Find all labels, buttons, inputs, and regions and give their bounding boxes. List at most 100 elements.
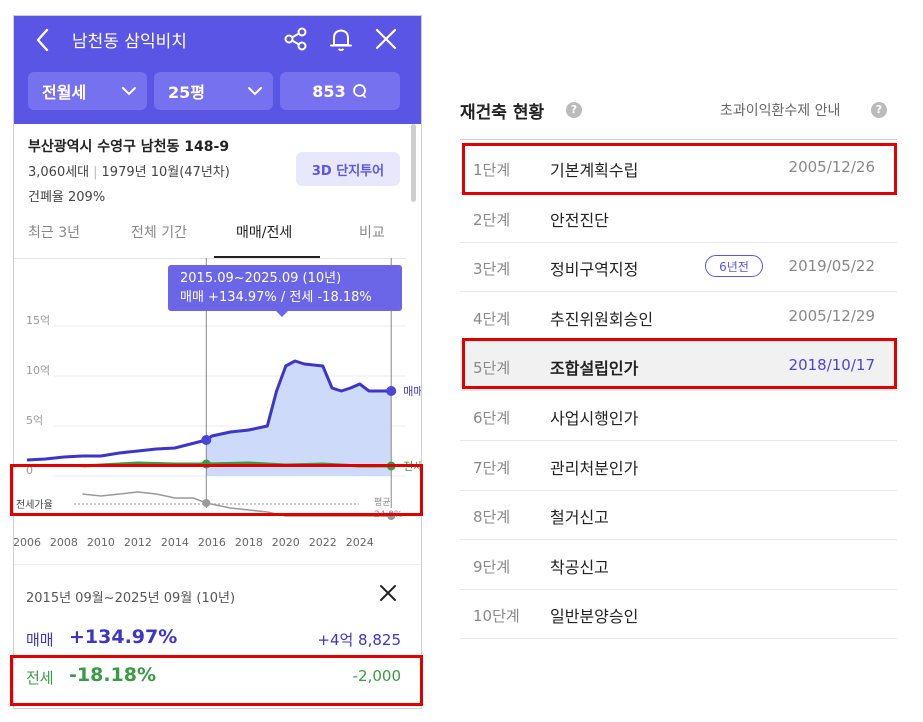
count-value: 853 <box>312 81 346 101</box>
x-tick-label: 2022 <box>309 536 337 549</box>
stage-number: 1단계 <box>473 161 511 179</box>
rebuild-title: 재건축 현황 <box>460 103 545 123</box>
stage-number: 4단계 <box>473 309 511 328</box>
stage-name: 안전진단 <box>550 210 609 230</box>
tooltip-summary: 매매 +134.97% / 전세 -18.18% <box>180 290 372 305</box>
size-value: 25평 <box>168 83 205 102</box>
tab-all-period[interactable]: 전체 기간 <box>131 225 187 241</box>
stage-name: 추진위원회승인 <box>550 309 654 329</box>
sale-line <box>26 359 392 462</box>
stage-name: 착공신고 <box>550 557 609 577</box>
stage-name: 기본계획수립 <box>550 161 639 180</box>
x-tick-label: 2016 <box>198 536 226 549</box>
ratio-label: 전세가율 <box>16 499 53 511</box>
close-icon[interactable] <box>372 25 400 53</box>
stage-number: 3단계 <box>473 260 511 279</box>
scrollbar[interactable] <box>411 124 416 202</box>
stage-row: 2단계 안전진단 <box>460 194 897 243</box>
highlight-box-ratio <box>10 464 423 516</box>
stage-number: 6단계 <box>473 409 511 427</box>
highlight-box-stage-1 <box>462 143 897 195</box>
question-circle-icon[interactable]: ? <box>871 102 887 118</box>
x-tick-label: 2008 <box>50 536 78 549</box>
divider <box>460 139 897 140</box>
complex-meta: 3,060세대 | 1979년 10월(47년차) <box>28 161 230 180</box>
x-tick-label: 2024 <box>346 536 374 549</box>
stage-row: 10단계 일반분양승인 <box>460 590 897 640</box>
x-tick-label: 2020 <box>272 536 300 549</box>
y-tick-label: 15억 <box>26 314 50 327</box>
stage-date: 2005/12/26 <box>788 158 875 176</box>
stage-name: 일반분양승인 <box>550 607 639 627</box>
page-title: 남천동 삼익비치 <box>72 32 187 52</box>
chart-tooltip: 2015.09~2025.09 (10년) 매매 +134.97% / 전세 -… <box>168 265 402 317</box>
sale-start-point <box>201 435 212 445</box>
summary-panel: 2015년 09월~2025년 09월 (10년) 매매 +134.97% +4… <box>14 564 421 708</box>
search-icon <box>352 84 366 98</box>
tab-sale-jeonse[interactable]: 매매/전세 <box>236 225 293 241</box>
summary-period: 2015년 09월~2025년 09월 (10년) <box>26 591 236 606</box>
stage-row: 8단계 철거신고 <box>460 491 897 541</box>
households: 3,060세대 <box>28 165 90 180</box>
stage-name: 철거신고 <box>550 508 609 528</box>
sale-end-point <box>386 386 397 396</box>
deal-type-select[interactable]: 전월세 <box>28 72 147 110</box>
deal-type-value: 전월세 <box>42 83 87 102</box>
ratio-start-point <box>202 499 211 507</box>
tab-compare[interactable]: 비교 <box>359 225 385 241</box>
sale-series-label: 매매 <box>403 385 421 398</box>
3d-tour-button[interactable]: 3D 단지투어 <box>296 152 400 186</box>
x-tick-label: 2014 <box>161 536 189 549</box>
summary-sale-amount: +4억 8,825 <box>317 631 401 649</box>
stage-number: 10단계 <box>473 607 520 626</box>
sale-area <box>206 361 392 476</box>
stage-row: 1단계 기본계획수립 2005/12/26 <box>460 144 897 193</box>
stage-row: 9단계 착공신고 <box>460 541 897 590</box>
y-tick-label: 10억 <box>26 364 50 377</box>
summary-sale-pct: +134.97% <box>69 626 178 648</box>
coverage-ratio: 건폐율 209% <box>28 190 106 205</box>
elapsed-badge: 6년전 <box>705 255 763 278</box>
stage-name: 관리처분인가 <box>550 458 639 478</box>
summary-jeonse-label: 전세 <box>26 669 54 687</box>
size-select[interactable]: 25평 <box>154 72 273 110</box>
highlight-box-stage-5 <box>462 338 897 389</box>
chevron-down-icon <box>248 87 262 96</box>
top-bar: 남천동 삼익비치 전월세 25평 853 <box>14 16 421 124</box>
bell-icon[interactable] <box>327 25 355 53</box>
x-tick-label: 2012 <box>124 536 152 549</box>
stage-row: 6단계 사업시행인가 <box>460 392 897 441</box>
question-circle-icon[interactable]: ? <box>566 102 582 118</box>
stage-row: 3단계 정비구역지정 6년전 2019/05/22 <box>460 243 897 293</box>
x-tick-label: 2006 <box>14 536 41 549</box>
highlight-box-jeonse <box>10 655 423 706</box>
chevron-left-icon[interactable] <box>32 26 54 54</box>
stage-number: 8단계 <box>473 508 511 527</box>
stage-number: 9단계 <box>473 557 511 576</box>
y-tick-label: 5억 <box>26 414 43 427</box>
stage-number: 2단계 <box>473 210 511 229</box>
stage-date: 2018/10/17 <box>788 356 875 375</box>
excess-profit-link[interactable]: 초과이익환수제 안내 <box>720 103 841 119</box>
share-icon[interactable] <box>282 25 310 53</box>
stage-row: 5단계 조합설립인가 2018/10/17 <box>460 342 897 392</box>
stage-number: 7단계 <box>473 458 511 477</box>
active-tab-indicator <box>214 256 320 258</box>
stage-name: 사업시행인가 <box>550 409 639 428</box>
close-icon[interactable] <box>378 583 398 603</box>
stage-row: 4단계 추진위원회승인 2005/12/29 <box>460 293 897 342</box>
summary-jeonse-pct: -18.18% <box>69 664 157 686</box>
stage-name: 조합설립인가 <box>550 359 639 379</box>
stage-name: 정비구역지정 <box>550 260 639 280</box>
tab-recent-3y[interactable]: 최근 3년 <box>28 225 80 241</box>
complex-address: 부산광역시 수영구 남천동 148-9 <box>28 139 230 155</box>
divider: | <box>93 165 98 180</box>
summary-jeonse-amount: -2,000 <box>352 667 401 685</box>
built-year: 1979년 10월(47년차) <box>101 165 230 180</box>
ratio-avg-label: 평균 <box>374 497 391 508</box>
count-search-button[interactable]: 853 <box>280 72 400 110</box>
mobile-panel: 남천동 삼익비치 전월세 25평 853 부산광역시 수영구 남천동 148-9… <box>13 15 422 709</box>
y-tick-label: 0 <box>26 464 33 477</box>
stage-row: 7단계 관리처분인가 <box>460 442 897 491</box>
chevron-down-icon <box>122 87 136 96</box>
